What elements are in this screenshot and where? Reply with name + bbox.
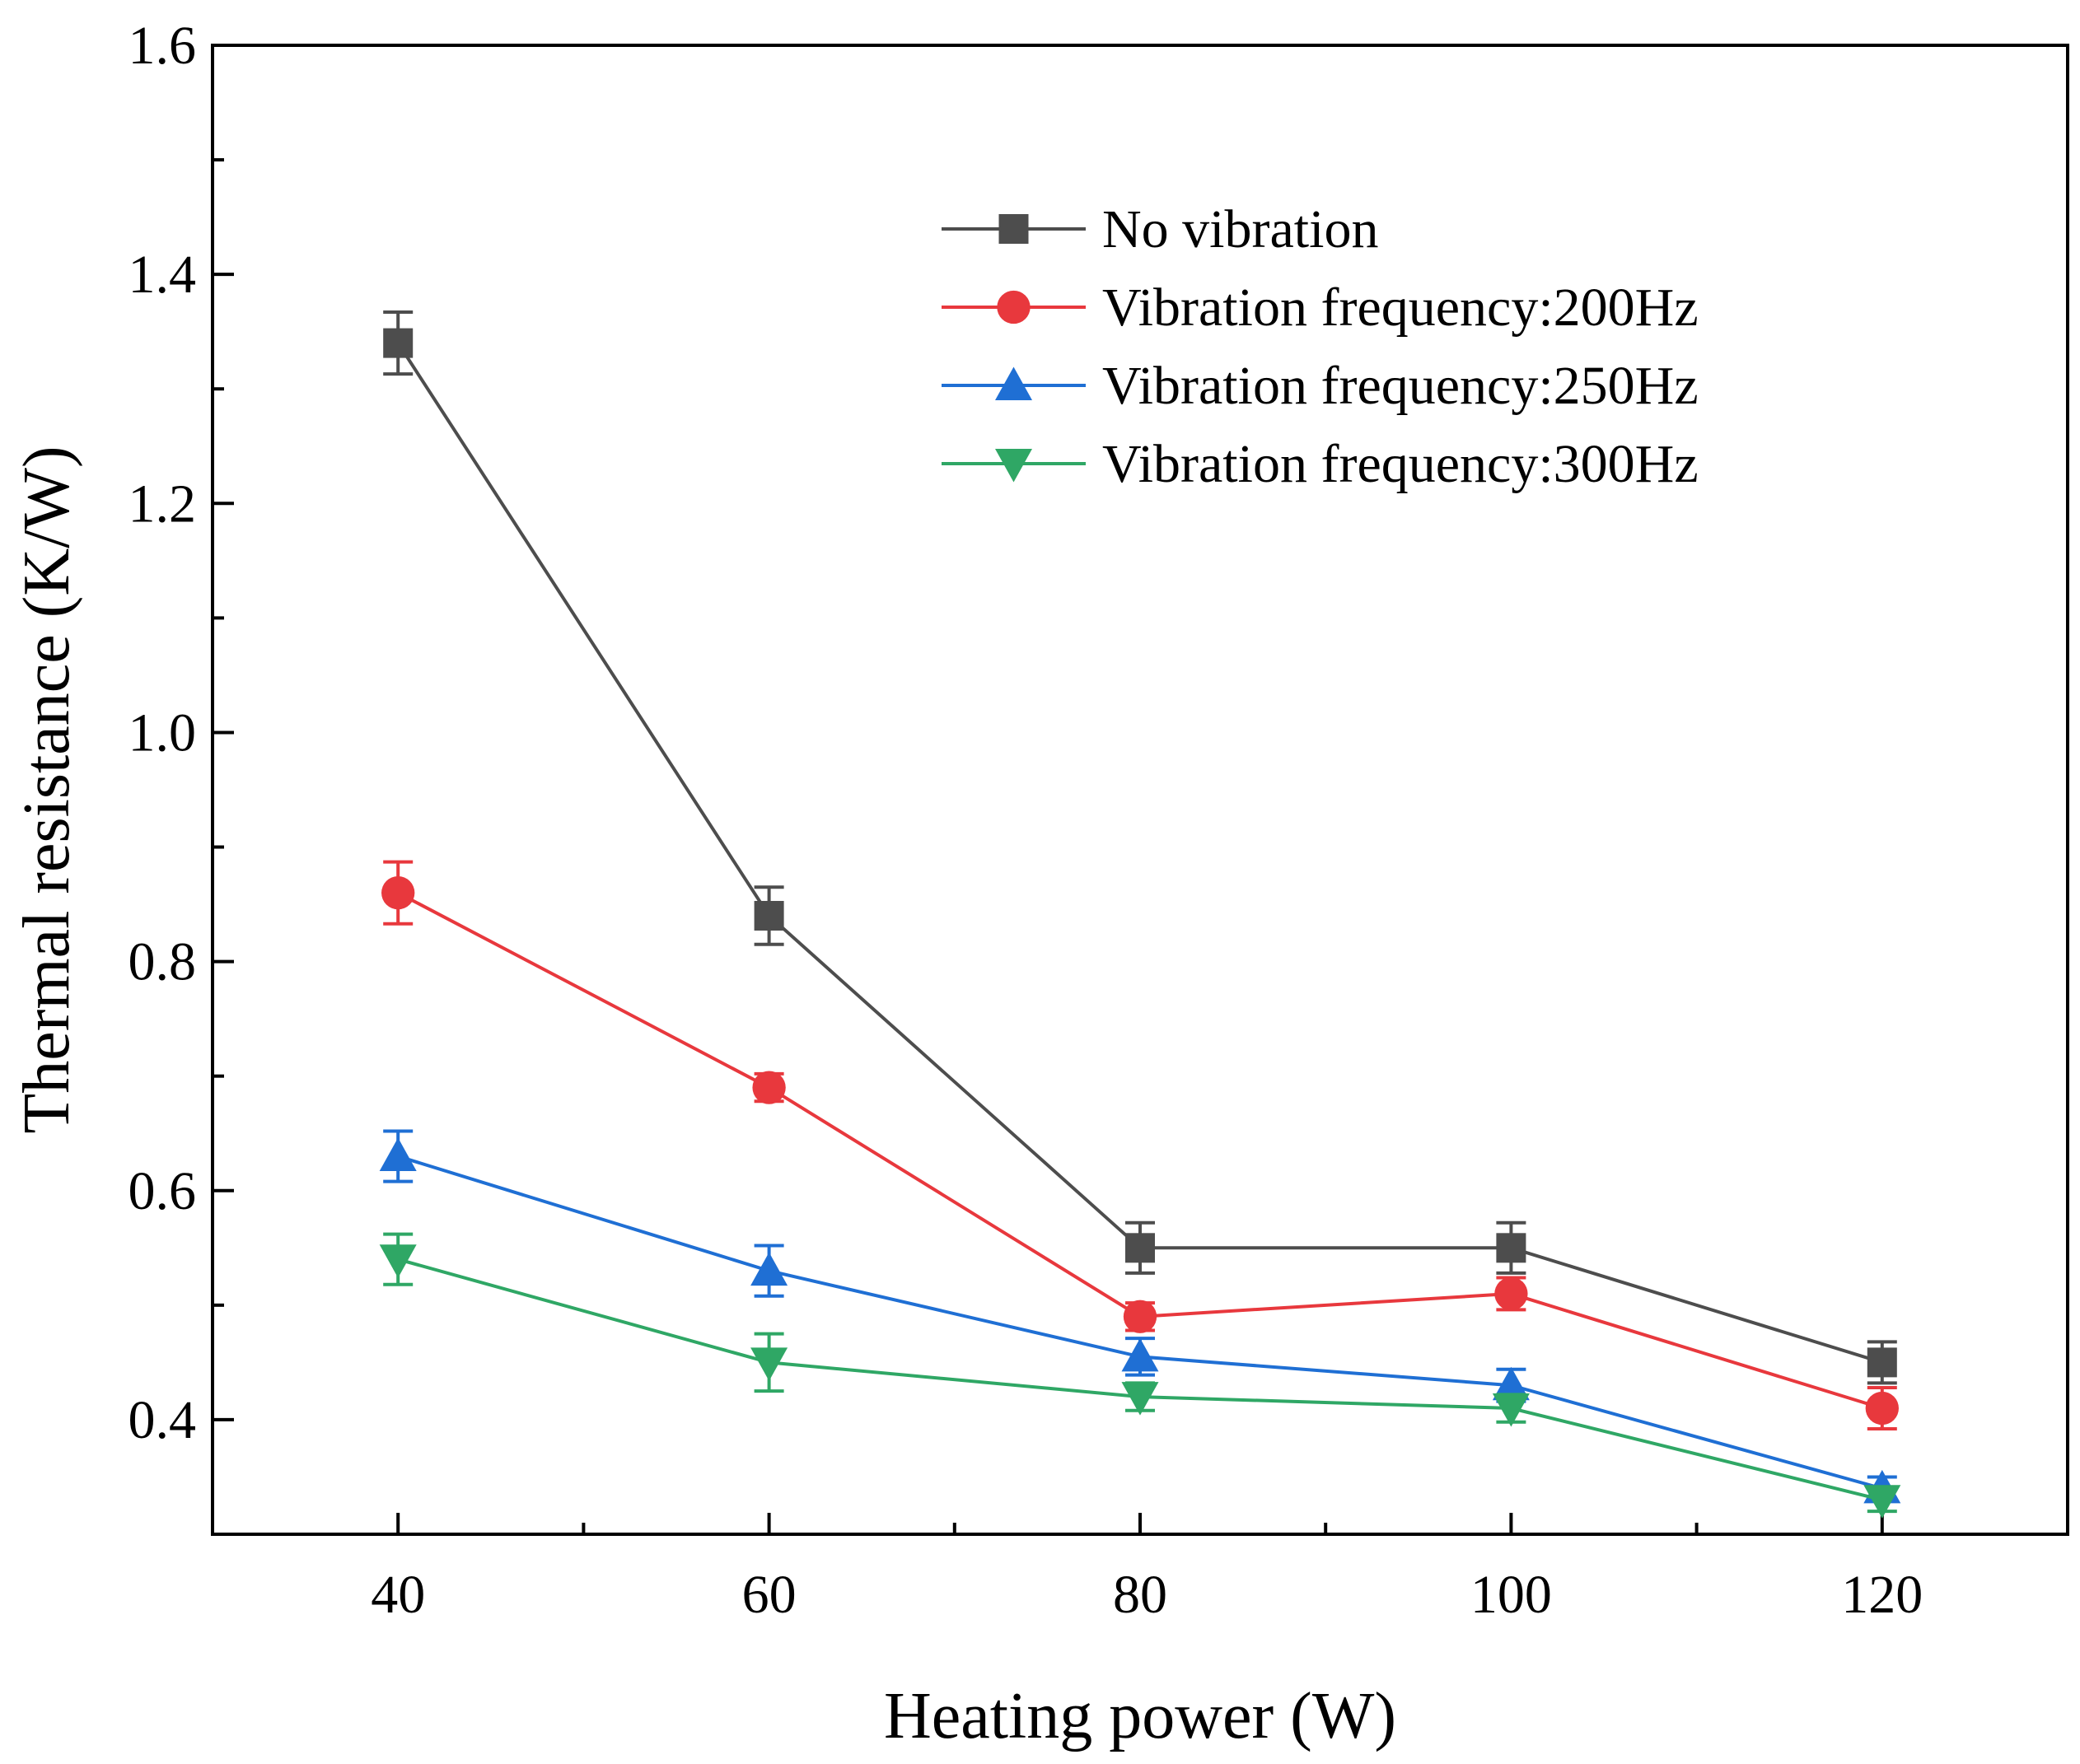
series-triangle-up — [379, 1129, 1901, 1504]
x-tick-label: 60 — [742, 1565, 797, 1625]
data-point — [1863, 1485, 1901, 1519]
data-point — [1125, 1233, 1155, 1263]
y-tick-label: 1.0 — [129, 702, 197, 763]
data-point — [381, 876, 415, 910]
data-point — [1496, 1233, 1526, 1263]
y-tick-label: 0.8 — [129, 932, 197, 992]
legend-label: Vibration frequency:300Hz — [1102, 434, 1699, 494]
data-point — [750, 1252, 788, 1286]
data-point — [383, 328, 414, 358]
legend: No vibration Vibration frequency:200Hz Vib… — [942, 199, 1699, 494]
legend-item: No vibration — [942, 199, 1378, 259]
data-point — [1867, 1347, 1897, 1378]
y-tick-label: 1.2 — [129, 474, 197, 534]
axis-ticks: 40 60 80 100 120 0.4 0.6 0.8 1.0 1.2 1.4 1.6 — [129, 16, 1923, 1625]
x-tick-label: 40 — [371, 1565, 425, 1625]
y-axis-title: Thermal resistance (K/W) — [11, 446, 83, 1133]
legend-label: Vibration frequency:200Hz — [1102, 278, 1699, 338]
data-point — [379, 1244, 417, 1278]
y-tick-label: 1.6 — [129, 16, 197, 76]
legend-label: Vibration frequency:250Hz — [1102, 356, 1699, 416]
y-tick-label: 1.4 — [129, 245, 197, 305]
legend-marker-icon — [995, 449, 1032, 483]
legend-marker-icon — [998, 214, 1029, 244]
data-point — [1121, 1382, 1159, 1416]
legend-item: Vibration frequency:250Hz — [942, 356, 1699, 416]
data-point — [1121, 1337, 1159, 1372]
legend-marker-icon — [997, 290, 1031, 324]
data-point — [1492, 1393, 1530, 1427]
legend-marker-icon — [995, 366, 1032, 400]
series-square — [383, 310, 1897, 1385]
series-line — [396, 342, 1883, 1365]
data-point — [1492, 1366, 1530, 1401]
y-tick-label: 0.4 — [129, 1390, 197, 1450]
data-point — [750, 1347, 788, 1381]
data-point — [1865, 1391, 1899, 1426]
legend-label: No vibration — [1102, 199, 1378, 259]
series-circle — [381, 860, 1899, 1431]
data-point — [379, 1137, 417, 1172]
legend-item: Vibration frequency:200Hz — [942, 278, 1699, 338]
legend-item: Vibration frequency:300Hz — [942, 434, 1699, 494]
data-point — [752, 1071, 786, 1104]
data-point — [754, 900, 784, 931]
series-triangle-down — [379, 1232, 1901, 1519]
x-tick-label: 100 — [1470, 1565, 1552, 1625]
x-tick-label: 80 — [1113, 1565, 1167, 1625]
y-tick-label: 0.6 — [129, 1161, 197, 1221]
data-point — [1494, 1276, 1528, 1311]
data-point — [1123, 1300, 1157, 1333]
x-tick-label: 120 — [1841, 1565, 1923, 1625]
data-series — [379, 310, 1901, 1519]
x-axis-title: Heating power (W) — [884, 1680, 1396, 1752]
